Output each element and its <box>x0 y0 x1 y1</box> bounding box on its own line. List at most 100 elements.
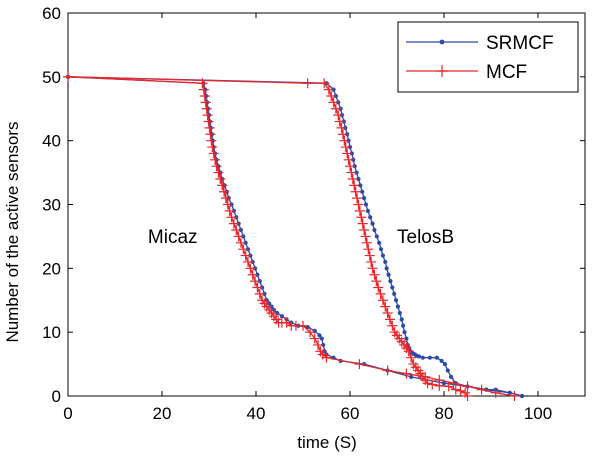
data-point-mcf <box>211 161 222 172</box>
data-point-srmcf <box>445 368 450 373</box>
data-point-srmcf <box>380 253 385 258</box>
data-point-mcf <box>217 180 228 191</box>
data-point-srmcf <box>319 336 324 341</box>
data-point-mcf <box>382 308 393 319</box>
data-point-srmcf <box>434 355 440 360</box>
data-point-srmcf <box>409 374 414 379</box>
data-point-mcf <box>353 199 364 210</box>
data-point-mcf <box>205 129 216 140</box>
data-point-mcf <box>357 218 368 229</box>
data-point-srmcf <box>399 317 404 322</box>
data-point-mcf <box>250 276 261 287</box>
data-point-mcf <box>298 320 308 331</box>
data-point-srmcf <box>442 361 448 367</box>
x-tick-label: 100 <box>524 404 552 423</box>
data-point-srmcf <box>279 314 284 319</box>
data-point-mcf <box>340 142 351 153</box>
data-point-mcf <box>443 381 454 392</box>
legend-marker-mcf <box>436 65 448 77</box>
data-point-mcf <box>203 116 214 127</box>
data-point-mcf <box>387 320 398 331</box>
data-point-mcf <box>364 250 375 261</box>
data-point-mcf <box>321 352 332 363</box>
data-point-mcf <box>342 148 353 159</box>
data-point-mcf <box>375 288 386 299</box>
data-point-mcf <box>247 269 258 280</box>
data-point-mcf <box>328 97 339 108</box>
annotation-telosb: TelosB <box>397 227 454 248</box>
data-point-mcf <box>235 237 246 248</box>
data-point-mcf <box>222 199 233 210</box>
data-point-mcf <box>382 365 393 376</box>
y-axis-label: Number of the active sensors <box>3 121 22 342</box>
data-point-mcf <box>352 193 363 204</box>
data-point-mcf <box>366 256 377 267</box>
data-point-mcf <box>231 225 242 236</box>
y-tick-label: 10 <box>42 323 61 342</box>
data-point-mcf <box>254 288 265 299</box>
data-point-srmcf <box>377 240 382 245</box>
data-point-srmcf <box>321 342 326 348</box>
legend: SRMCF MCF <box>397 21 579 93</box>
data-point-mcf <box>377 295 388 306</box>
data-point-mcf <box>350 186 361 197</box>
data-point-mcf <box>490 387 501 398</box>
data-point-srmcf <box>439 358 444 363</box>
data-point-mcf <box>337 129 348 140</box>
data-point-srmcf <box>448 374 454 379</box>
data-point-srmcf <box>384 266 389 271</box>
legend-label-mcf: MCF <box>486 62 527 83</box>
data-point-mcf <box>305 327 316 338</box>
data-point-srmcf <box>420 355 425 360</box>
data-point-srmcf <box>360 189 365 194</box>
data-point-mcf <box>220 193 231 204</box>
x-tick-label: 20 <box>153 404 172 423</box>
data-point-mcf <box>200 97 211 108</box>
data-point-mcf <box>330 103 341 114</box>
data-point-mcf <box>384 314 395 325</box>
data-point-mcf <box>245 263 256 274</box>
data-point-srmcf <box>401 323 406 328</box>
data-point-srmcf <box>363 202 369 207</box>
data-point-mcf <box>363 244 374 255</box>
data-point-mcf <box>219 186 230 197</box>
data-point-srmcf <box>388 279 393 284</box>
data-point-mcf <box>369 269 380 280</box>
data-point-mcf <box>323 84 334 95</box>
data-point-mcf <box>213 167 224 178</box>
data-point-srmcf <box>427 355 432 360</box>
data-point-mcf <box>427 379 438 390</box>
data-point-mcf <box>380 301 391 312</box>
legend-box <box>397 21 579 93</box>
data-point-mcf <box>360 231 371 242</box>
data-point-srmcf <box>519 393 525 399</box>
data-point-srmcf <box>362 196 367 201</box>
data-point-mcf <box>455 385 466 396</box>
series-layer <box>63 71 525 401</box>
data-point-mcf <box>361 237 372 248</box>
data-point-srmcf <box>372 227 377 233</box>
y-tick-label: 60 <box>42 4 61 23</box>
data-point-srmcf <box>317 333 322 338</box>
legend-label-srmcf: SRMCF <box>486 33 554 54</box>
data-point-mcf <box>309 333 320 344</box>
data-point-srmcf <box>383 259 388 265</box>
data-point-mcf <box>345 161 355 172</box>
data-point-mcf <box>462 381 473 392</box>
data-point-mcf <box>354 359 365 370</box>
x-tick-label: 0 <box>63 404 72 423</box>
data-point-mcf <box>210 154 221 165</box>
x-tick-label: 40 <box>247 404 266 423</box>
data-point-srmcf <box>416 354 422 359</box>
x-tick-label: 80 <box>435 404 454 423</box>
data-point-mcf <box>243 256 254 267</box>
data-point-mcf <box>462 391 473 401</box>
y-tick-label: 50 <box>42 68 61 87</box>
x-tick-label: 60 <box>341 404 360 423</box>
data-point-mcf <box>509 391 520 401</box>
x-axis-label: time (S) <box>297 433 357 452</box>
y-tick-label: 20 <box>42 259 61 278</box>
data-point-mcf <box>313 339 324 350</box>
data-point-srmcf <box>358 183 363 188</box>
